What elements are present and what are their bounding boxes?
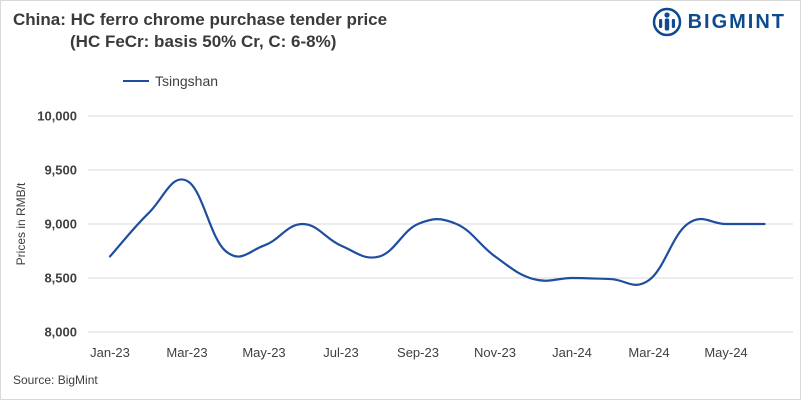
source-note: Source: BigMint	[13, 373, 98, 387]
bigmint-logo-text: BIGMINT	[687, 10, 786, 33]
legend-label-tsingshan: Tsingshan	[155, 73, 219, 89]
bigmint-logo: BIGMINT	[652, 7, 786, 37]
y-axis-label: Prices in RMB/t	[14, 182, 28, 265]
y-tick-label: 8,500	[44, 271, 77, 286]
gridlines	[88, 115, 793, 333]
x-tick-label: Jan-23	[90, 345, 130, 360]
series-line-tsingshan	[108, 178, 766, 286]
y-tick-label: 9,500	[44, 163, 77, 178]
chart-title: China: HC ferro chrome purchase tender p…	[13, 9, 387, 53]
chart-title-line1: China: HC ferro chrome purchase tender p…	[13, 10, 388, 29]
y-axis-ticks: 8,000 8,500 9,000 9,500 10,000	[37, 109, 77, 340]
y-tick-label: 9,000	[44, 217, 77, 232]
y-tick-label: 8,000	[44, 325, 77, 340]
legend: Tsingshan	[123, 73, 218, 89]
x-tick-label: Mar-24	[628, 345, 669, 360]
x-tick-label: May-24	[704, 345, 747, 360]
legend-swatch-tsingshan	[123, 80, 149, 82]
y-tick-label: 10,000	[37, 109, 77, 124]
x-tick-label: Mar-23	[166, 345, 207, 360]
chart-title-line2: (HC FeCr: basis 50% Cr, C: 6-8%)	[70, 32, 337, 51]
x-tick-label: Jul-23	[323, 345, 358, 360]
x-tick-label: May-23	[242, 345, 285, 360]
bigmint-logo-icon	[652, 7, 681, 37]
x-tick-label: Jan-24	[552, 345, 592, 360]
x-axis-ticks: Jan-23 Mar-23 May-23 Jul-23 Sep-23 Nov-23 Jan-…	[90, 345, 748, 360]
x-tick-label: Nov-23	[474, 345, 516, 360]
x-tick-label: Sep-23	[397, 345, 439, 360]
